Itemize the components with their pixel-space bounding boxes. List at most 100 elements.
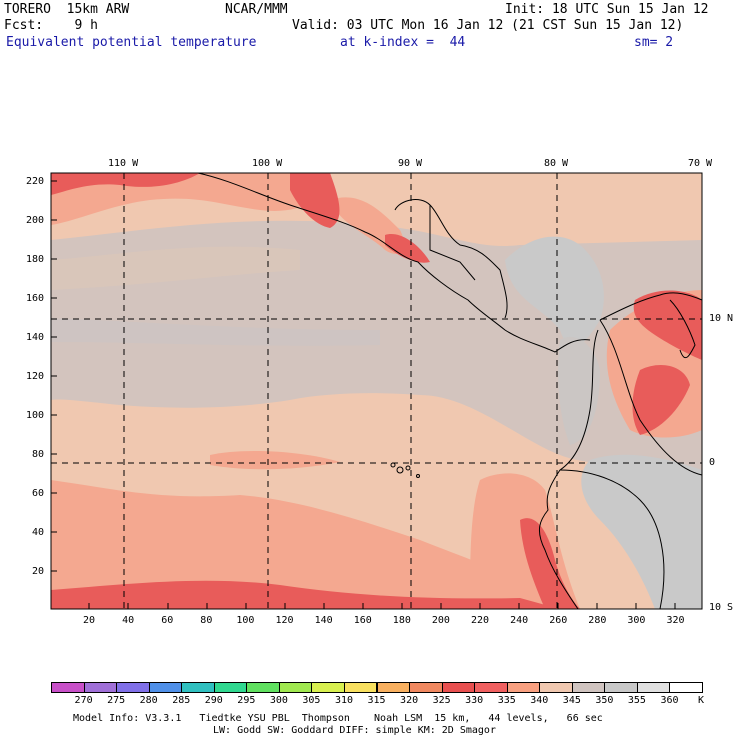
colorbar-value-335: 335 <box>497 695 516 706</box>
borders-c <box>559 469 665 610</box>
field-red-mexico <box>290 173 340 228</box>
galapagos-c <box>405 465 411 471</box>
field-pink-mid <box>210 450 340 470</box>
y-tick-80: 80 <box>32 449 45 460</box>
colorbar-value-360: 360 <box>660 695 679 706</box>
lon-label-70w: 70 W <box>688 158 713 169</box>
field-red-venezuela <box>633 290 702 360</box>
colorbar-swatch <box>636 682 671 693</box>
y-tick-120: 120 <box>26 371 45 382</box>
coastlines <box>197 172 703 610</box>
colorbar-value-295: 295 <box>237 695 256 706</box>
org-label: NCAR/MMM <box>225 2 288 17</box>
lon-label-90w: 90 W <box>398 158 423 169</box>
borders-a <box>429 205 476 281</box>
colorbar-value-305: 305 <box>302 695 321 706</box>
x-tick-120: 120 <box>275 615 294 626</box>
field-pink-south <box>51 480 560 609</box>
colorbar-value-300: 300 <box>269 695 288 706</box>
colorbar-swatch <box>311 682 345 693</box>
colorbar-swatch <box>604 682 638 693</box>
field-red-guatemala <box>385 234 430 263</box>
y-tick-220: 220 <box>26 176 45 187</box>
colorbar-swatch <box>181 682 215 693</box>
y-tick-100: 100 <box>26 410 45 421</box>
colorbar-swatch <box>669 682 703 693</box>
field-name: Equivalent potential temperature <box>6 35 257 50</box>
x-tick-60: 60 <box>161 615 174 626</box>
y-tick-180: 180 <box>26 254 45 265</box>
lat-label-10n: 10 N <box>709 313 734 324</box>
x-tick-280: 280 <box>588 615 607 626</box>
x-tick-300: 300 <box>627 615 646 626</box>
x-tick-140: 140 <box>314 615 333 626</box>
colorbar-swatch <box>83 682 118 693</box>
field-red-south <box>51 580 560 609</box>
colorbar-value-320: 320 <box>400 695 419 706</box>
lat-label-10s: 10 S <box>709 602 734 613</box>
central-america-caribbean-coast <box>394 199 508 319</box>
x-tick-100: 100 <box>236 615 255 626</box>
colorbar-swatch <box>409 682 443 693</box>
smoothing-label: sm= 2 <box>634 35 674 50</box>
colorbar-swatch <box>343 682 378 693</box>
x-tick-20: 20 <box>83 615 96 626</box>
lon-label-100w: 100 W <box>252 158 283 169</box>
model-title: TORERO 15km ARW <box>4 2 130 17</box>
colorbar-swatch <box>539 682 573 693</box>
colorbar-swatch <box>51 682 85 693</box>
colorbar-swatch <box>116 682 150 693</box>
y-tick-160: 160 <box>26 293 45 304</box>
x-tick-80: 80 <box>200 615 213 626</box>
y-tick-200: 200 <box>26 215 45 226</box>
graticule <box>51 173 702 609</box>
south-america-caribbean-coast <box>599 292 703 321</box>
x-tick-180: 180 <box>392 615 411 626</box>
colorbar-value-355: 355 <box>627 695 646 706</box>
colorbar-value-350: 350 <box>595 695 614 706</box>
x-tick-240: 240 <box>510 615 529 626</box>
south-america-pacific-coast <box>538 329 599 610</box>
model-info: Model Info: V3.3.1 Tiedtke YSU PBL Thomp… <box>73 713 603 724</box>
field-streak-a <box>51 246 300 290</box>
forecast-hour: Fcst: 9 h <box>4 18 98 33</box>
galapagos-b <box>396 466 404 474</box>
lon-label-80w: 80 W <box>544 158 569 169</box>
lon-label-110w: 110 W <box>108 158 139 169</box>
colorbar-swatch <box>213 682 248 693</box>
colorbar-swatch <box>278 682 313 693</box>
lat-label-0: 0 <box>709 457 716 468</box>
colorbar-swatch <box>246 682 280 693</box>
field-red-colombia <box>632 365 690 435</box>
plot-frame <box>50 172 703 610</box>
colorbar-value-270: 270 <box>74 695 93 706</box>
borders-b <box>599 319 703 476</box>
x-tick-220: 220 <box>471 615 490 626</box>
colorbar-swatch <box>506 682 541 693</box>
field-grey-south-america <box>581 454 702 609</box>
field-red-peru <box>520 518 580 609</box>
colorbar-value-280: 280 <box>139 695 158 706</box>
colorbar-swatch <box>474 682 508 693</box>
init-time: Init: 18 UTC Sun 15 Jan 12 <box>505 2 709 17</box>
x-tick-260: 260 <box>549 615 568 626</box>
y-tick-140: 140 <box>26 332 45 343</box>
y-tick-40: 40 <box>32 527 45 538</box>
y-tick-60: 60 <box>32 488 45 499</box>
x-tick-160: 160 <box>353 615 372 626</box>
field-red-nw <box>51 173 200 195</box>
colorbar-unit: K <box>698 695 705 706</box>
colorbar-value-290: 290 <box>204 695 223 706</box>
galapagos-d <box>416 474 420 478</box>
y-tick-20: 20 <box>32 566 45 577</box>
axis-ticks <box>51 180 676 609</box>
physics-info: LW: Godd SW: Goddard DIFF: simple KM: 2D… <box>213 725 496 736</box>
colorbar-value-315: 315 <box>367 695 386 706</box>
colorbar-value-285: 285 <box>172 695 191 706</box>
colorbar-value-275: 275 <box>107 695 126 706</box>
colorbar-value-340: 340 <box>530 695 549 706</box>
field-grey-colombia <box>558 336 600 445</box>
lake-maracaibo <box>669 299 696 359</box>
theta-e-field <box>51 173 702 609</box>
